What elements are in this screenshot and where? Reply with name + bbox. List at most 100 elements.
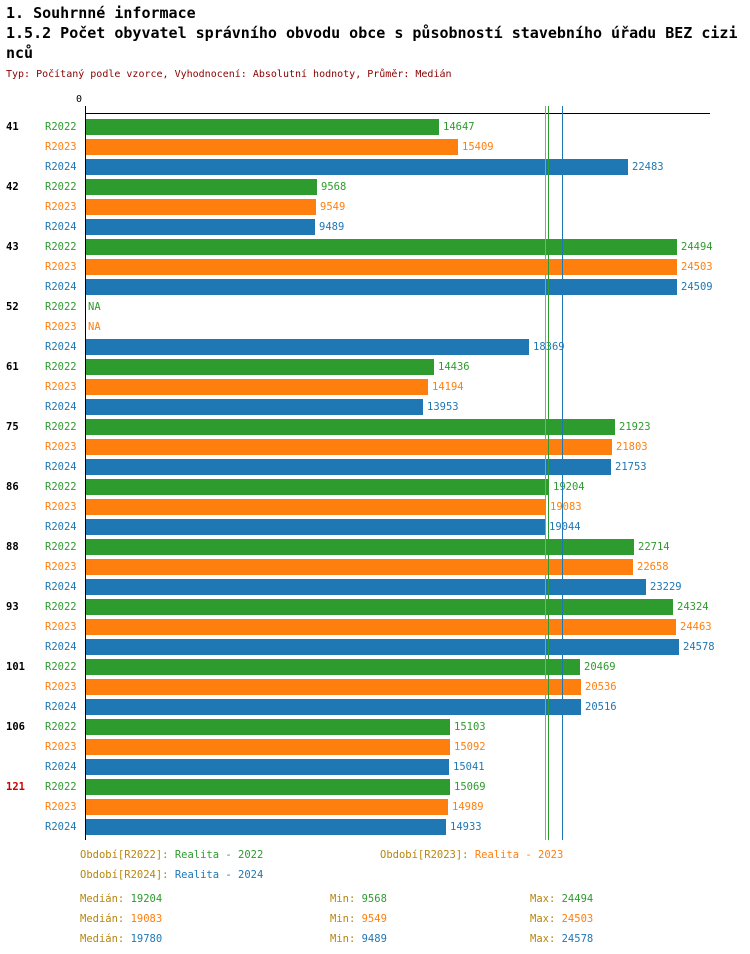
- bar-value-label: 19044: [549, 521, 581, 533]
- bar-row: R2022 9568: [0, 177, 750, 197]
- group-id-label: 101: [6, 661, 25, 673]
- stat-label: Min:: [330, 913, 362, 925]
- bar-group: 61 R2022 14436 R2023 14194 R2024 13953: [0, 357, 750, 417]
- series-row-label: R2023: [45, 501, 77, 513]
- series-row-label: R2022: [45, 301, 77, 313]
- group-id-label: 41: [6, 121, 19, 133]
- bar-group: 41 R2022 14647 R2023 15409 R2024 22483: [0, 117, 750, 177]
- legend-item: Období[R2022]: Realita - 2022: [80, 848, 263, 862]
- series-row-label: R2024: [45, 641, 77, 653]
- bar-row: R202418369: [0, 337, 750, 357]
- group-id-label: 121: [6, 781, 25, 793]
- bar-row: R2023 20536: [0, 677, 750, 697]
- bar-value-label: 22658: [637, 561, 669, 573]
- bar-row: R2022 14436: [0, 357, 750, 377]
- stat-max: Max: 24494: [530, 892, 593, 906]
- bar: [86, 219, 315, 235]
- bar-row: R2023 NA: [0, 317, 750, 337]
- bar-value-label: 22714: [638, 541, 670, 553]
- series-row-label: R2024: [45, 341, 77, 353]
- legend-item: Období[R2024]: Realita - 2024: [80, 868, 263, 882]
- group-id-label: 106: [6, 721, 25, 733]
- legend-series-label: Období[R2023]:: [380, 849, 475, 861]
- na-label: NA: [88, 321, 101, 333]
- series-row-label: R2022: [45, 661, 77, 673]
- bar-row: R2023 19083: [0, 497, 750, 517]
- bar-value-label: 14194: [432, 381, 464, 393]
- bar-value-label: 9489: [319, 221, 345, 233]
- series-row-label: R2022: [45, 721, 77, 733]
- bar-row: R2022 21923: [0, 417, 750, 437]
- stat-label: Medián:: [80, 913, 131, 925]
- bar-value-label: 24503: [681, 261, 713, 273]
- bar: [86, 679, 581, 695]
- bar-value-label: 15103: [454, 721, 486, 733]
- bar: [86, 619, 676, 635]
- bar-row: R2024 22483: [0, 157, 750, 177]
- stat-min: Min: 9568: [330, 892, 387, 906]
- series-row-label: R2023: [45, 141, 77, 153]
- report-header: 1. Souhrnné informace 1.5.2 Počet obyvat…: [6, 3, 744, 82]
- stat-value: 19083: [130, 913, 163, 925]
- bar-value-label: 15092: [454, 741, 486, 753]
- bar-row: R2022 14647: [0, 117, 750, 137]
- series-row-label: R2023: [45, 441, 77, 453]
- bar-row: R2023 15409: [0, 137, 750, 157]
- series-row-label: R2022: [45, 121, 77, 133]
- bar: [86, 339, 529, 355]
- group-id-label: 61: [6, 361, 19, 373]
- bar-value-label: 15041: [453, 761, 485, 773]
- bar-row: R2023 22658: [0, 557, 750, 577]
- bar-value-label: 15409: [462, 141, 494, 153]
- bar-value-label: 24324: [677, 601, 709, 613]
- bar-value-label: 14933: [450, 821, 482, 833]
- bar-row: R2023 24503: [0, 257, 750, 277]
- series-row-label: R2022: [45, 541, 77, 553]
- x-axis-line: [85, 113, 710, 114]
- bar-value-label: 21923: [619, 421, 651, 433]
- bar-group: 106 R2022 15103 R2023 15092 R2024 15041: [0, 717, 750, 777]
- bar-chart: 0 41 R2022 14647 R2023 15409 R2024 22483 42 R202…: [0, 84, 750, 845]
- series-row-label: R2023: [45, 201, 77, 213]
- bar-group: 93 R2022 24324 R2023 24463 R2024 24578: [0, 597, 750, 657]
- bar: [86, 499, 546, 515]
- bar: [86, 739, 450, 755]
- stat-label: Min:: [330, 933, 362, 945]
- group-id-label: 42: [6, 181, 19, 193]
- bar: [86, 399, 423, 415]
- stat-max: Max: 24503: [530, 912, 593, 926]
- bar: [86, 479, 549, 495]
- bar-row: R2024 24578: [0, 637, 750, 657]
- median-line: [548, 106, 549, 840]
- series-row-label: R2023: [45, 321, 77, 333]
- series-row-label: R2023: [45, 381, 77, 393]
- bar: [86, 519, 545, 535]
- group-id-label: 43: [6, 241, 19, 253]
- bar-row: R2023 14989: [0, 797, 750, 817]
- bar: [86, 699, 581, 715]
- bar-value-label: 15069: [454, 781, 486, 793]
- legend-series-value: Realita - 2024: [174, 869, 264, 881]
- median-line: [562, 106, 563, 840]
- bar-row: R2023 14194: [0, 377, 750, 397]
- bar-row: R2024 13953: [0, 397, 750, 417]
- bar-row: R2023 15092: [0, 737, 750, 757]
- stat-value: 24503: [561, 913, 594, 925]
- series-row-label: R2024: [45, 161, 77, 173]
- chart-subtitle: Typ: Počítaný podle vzorce, Vyhodnocení:…: [6, 69, 452, 80]
- stat-value: 24578: [561, 933, 594, 945]
- bar-group: 88 R2022 22714 R2023 22658 R2024 23229: [0, 537, 750, 597]
- stat-label: Medián:: [80, 933, 131, 945]
- bar: [86, 439, 612, 455]
- chart-footer: Období[R2022]: Realita - 2022 Období[R202…: [0, 845, 750, 954]
- bar-row: R2022 NA: [0, 297, 750, 317]
- series-row-label: R2022: [45, 241, 77, 253]
- bar-group: 101 R2022 20469 R2023 20536 R2024 20516: [0, 657, 750, 717]
- series-row-label: R2023: [45, 681, 77, 693]
- bar-row: R2022 22714: [0, 537, 750, 557]
- bar-row: R2023 9549: [0, 197, 750, 217]
- bar: [86, 359, 434, 375]
- chart-title: 1.5.2 Počet obyvatel správního obvodu ob…: [6, 24, 738, 62]
- bar: [86, 799, 448, 815]
- stat-value: 9489: [361, 933, 387, 945]
